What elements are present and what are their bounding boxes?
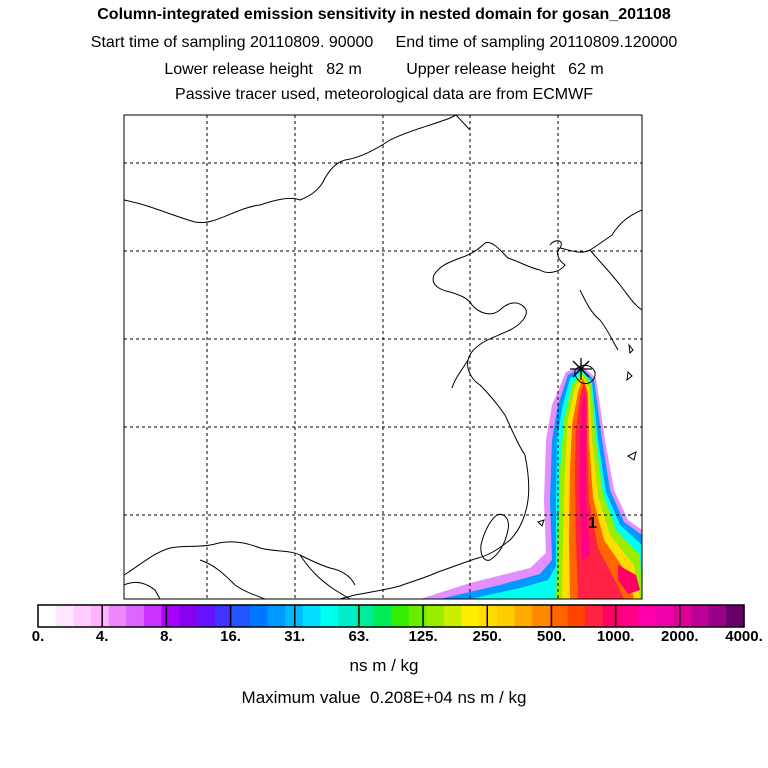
- receptor-label: 1: [588, 515, 597, 532]
- colorbar-cell: [90, 605, 110, 627]
- colorbar-cell: [108, 605, 127, 627]
- colorbar-cell: [196, 605, 216, 627]
- colorbar-cell: [73, 605, 92, 627]
- colorbar-cell: [620, 605, 639, 627]
- colorbar-cell: [232, 605, 251, 627]
- colorbar-tick-label: 500.: [536, 628, 567, 645]
- colorbar-cell: [179, 605, 198, 627]
- colorbar-tick-label: 2000.: [661, 628, 699, 645]
- colorbar-tick-label: 250.: [472, 628, 502, 645]
- colorbar-tick-label: 0.: [31, 628, 45, 645]
- colorbar-tick-label: 4000.: [725, 628, 763, 645]
- colorbar-cell: [496, 605, 516, 627]
- colorbar-cell: [691, 605, 710, 627]
- colorbar-cell: [514, 605, 533, 627]
- colorbar-frame: [37, 604, 745, 628]
- colorbar: [38, 605, 745, 627]
- colorbar-cell: [391, 605, 410, 627]
- colorbar-units: ns m / kg: [349, 656, 419, 675]
- graticule: [124, 115, 642, 599]
- colorbar-tick-label: 31.: [284, 628, 306, 645]
- colorbar-cell: [549, 605, 569, 627]
- colorbar-cell: [214, 605, 233, 627]
- colorbar-tick-label: 8.: [160, 628, 173, 645]
- colorbar-cell: [143, 605, 163, 627]
- colorbar-cell: [443, 605, 463, 627]
- colorbar-cell: [655, 605, 674, 627]
- colorbar-cell: [373, 605, 392, 627]
- title-line-1: Column-integrated emission sensitivity i…: [97, 6, 671, 23]
- colorbar-cell: [55, 605, 74, 627]
- colorbar-tick-label: 125.: [408, 628, 438, 645]
- title-line-4: Passive tracer used, meteorological data…: [175, 86, 593, 103]
- colorbar-cell: [161, 605, 180, 627]
- colorbar-cell: [302, 605, 321, 627]
- colorbar-cell: [638, 605, 657, 627]
- colorbar-cell: [602, 605, 622, 627]
- max-value-text: Maximum value 0.208E+04 ns m / kg: [241, 688, 527, 707]
- colorbar-cell: [532, 605, 551, 627]
- colorbar-tick-label: 63.: [348, 628, 370, 645]
- colorbar-cell: [267, 605, 286, 627]
- colorbar-cell: [673, 605, 692, 627]
- colorbar-tick-label: 1000.: [596, 628, 635, 645]
- colorbar-cell: [338, 605, 357, 627]
- map-frame: [123, 114, 643, 600]
- colorbar-cell: [408, 605, 427, 627]
- emission-sensitivity-plume: [420, 366, 642, 599]
- colorbar-cell: [355, 605, 374, 627]
- colorbar-tick-label: 4.: [95, 628, 109, 645]
- colorbar-cell: [479, 605, 498, 627]
- coastlines: [124, 115, 642, 599]
- colorbar-cell: [461, 605, 480, 627]
- colorbar-cell: [426, 605, 445, 627]
- colorbar-cell: [320, 605, 339, 627]
- title-line-2: Start time of sampling 20110809. 90000 E…: [90, 34, 678, 51]
- colorbar-cell: [567, 605, 586, 627]
- colorbar-cell: [126, 605, 145, 627]
- colorbar-cell: [38, 605, 57, 627]
- colorbar-cell: [708, 605, 727, 627]
- colorbar-cell: [585, 605, 604, 627]
- colorbar-cell: [249, 605, 269, 627]
- receptor-marker-icon: [570, 358, 592, 380]
- title-line-3: Lower release height 82 m Upper release …: [164, 61, 604, 78]
- colorbar-cell: [726, 605, 745, 627]
- colorbar-tick-label: 16.: [220, 628, 241, 645]
